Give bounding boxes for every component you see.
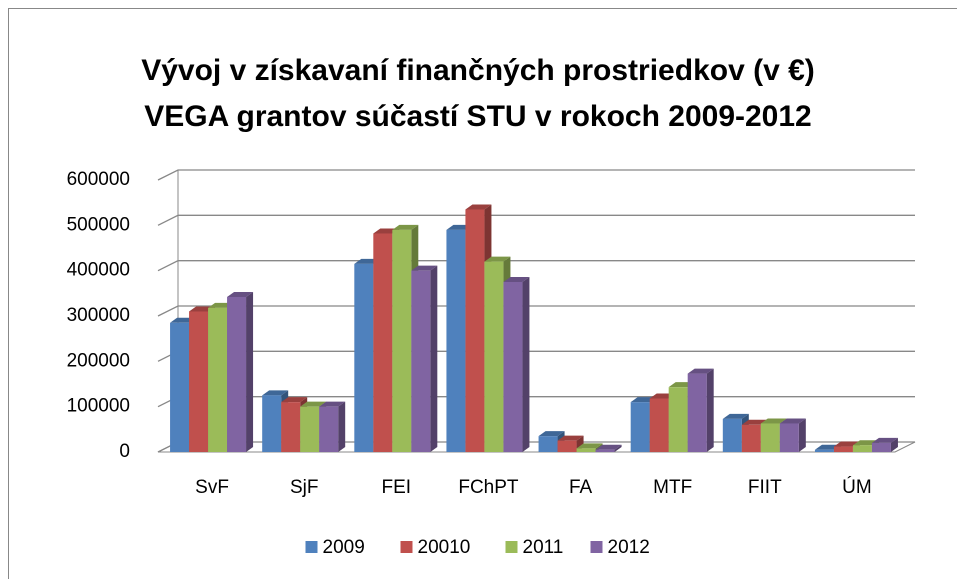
x-tick-label: FIIT [748,477,782,498]
bar-top [484,256,511,262]
bar [189,311,209,452]
bar-top [281,397,308,403]
bar [227,296,247,452]
bar-side [430,265,438,452]
bar [411,270,431,452]
x-tick-label: MTF [653,477,692,498]
bar [281,402,301,452]
bar-top [722,413,749,419]
bar [871,442,891,452]
bar [208,307,228,452]
y-tick-label: 0 [119,441,130,462]
bar-top [871,437,898,443]
x-tick-label: ÚM [842,476,872,498]
bar-top [779,418,806,424]
bar [300,406,320,452]
bar-top [595,444,622,450]
legend-label: 2011 [523,537,564,558]
bar [392,229,412,452]
bar-top [503,277,530,282]
chart-title-line: Vývoj v získavaní finančných prostriedko… [141,54,815,87]
bar [262,395,282,452]
legend-label: 20010 [418,537,471,558]
bar [319,406,339,452]
bar [741,424,761,452]
legend-label: 2009 [323,537,365,558]
bar [779,423,799,452]
y-tick-label: 300000 [67,305,130,326]
bar [576,448,596,452]
bar [668,387,688,452]
bar [557,440,577,452]
bar [354,263,374,452]
bar-top [760,418,787,424]
bar-side [522,277,530,452]
y-tick-label: 600000 [67,169,130,190]
bar-top [262,390,289,396]
bar-side [890,437,898,452]
bar [852,445,872,452]
bar [484,261,504,452]
bar [538,436,558,452]
x-tick-label: SvF [195,477,229,498]
bar-side [706,368,714,452]
bar [814,449,834,452]
bar-top [411,265,438,271]
bar [170,322,190,452]
bar-top [300,401,327,407]
bar-side [798,418,806,452]
bar [373,233,393,452]
x-tick-label: FA [569,477,593,498]
y-tick-label: 400000 [67,260,130,281]
y-tick-label: 500000 [67,214,130,235]
bar-top [687,368,714,374]
x-tick-label: FChPT [458,477,519,498]
bar-top [557,435,584,441]
bar-side [246,291,254,452]
x-tick-label: SjF [290,477,319,498]
bar-top [392,224,419,230]
bar [649,398,669,452]
legend-swatch [505,541,518,553]
bar [760,423,780,452]
legend-swatch [305,541,318,553]
bar-top [576,443,603,449]
legend-swatch [400,541,413,553]
bar [465,209,485,452]
legend-label: 2012 [608,537,650,558]
bar-top [538,431,565,437]
bar-side [614,444,622,452]
bar-top [465,204,492,210]
legend-swatch [590,541,603,553]
bar [446,229,466,452]
x-tick-label: FEI [382,477,412,498]
bar-side [338,401,346,452]
y-tick-label: 200000 [67,350,130,371]
bar [630,402,650,452]
bar-top [227,291,254,297]
bar [503,282,523,452]
bar [595,449,615,452]
bar [722,418,742,452]
y-tick-label: 100000 [67,396,130,417]
bar-top [319,401,346,407]
bar [687,373,707,452]
chart-title-line: VEGA grantov súčastí STU v rokoch 2009-2… [144,100,812,133]
bar [833,446,853,452]
